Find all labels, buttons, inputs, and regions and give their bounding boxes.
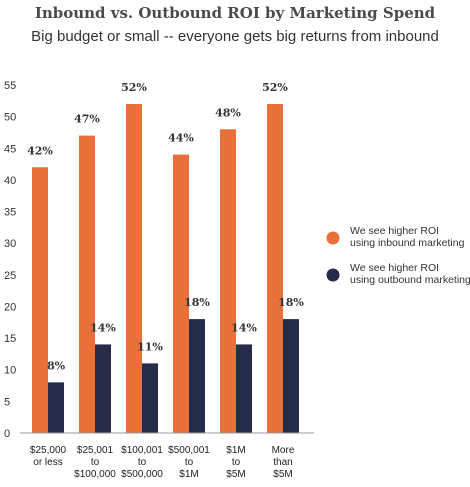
x-category-label: $25,001 to $100,000 [74, 445, 116, 480]
chart-subtitle: Big budget or small -- everyone gets big… [31, 28, 439, 45]
data-label: 52% [262, 81, 288, 94]
x-category-label: More than $5M [272, 445, 295, 480]
y-tick-label: 0 [4, 428, 10, 440]
y-tick-label: 30 [4, 238, 16, 250]
y-tick-label: 5 [4, 396, 10, 408]
data-label: 48% [215, 106, 241, 119]
inbound-bar [267, 103, 283, 434]
legend-label: We see higher ROI using inbound marketing [350, 225, 465, 249]
data-label: 18% [184, 296, 210, 309]
inbound-bar [220, 129, 236, 434]
data-labels-group: 42% 8% 47% 14% 52% 11% 44% 18% 48% 14% 52% 18% [27, 81, 304, 372]
y-axis: 0 5 10 15 20 25 30 35 40 45 50 55 [4, 80, 16, 440]
bars-group [32, 103, 299, 434]
x-category-label: $100,001 to $500,000 [121, 445, 163, 480]
x-category-label: $500,001 to $1M [168, 445, 210, 480]
outbound-bar [283, 319, 299, 433]
data-label: 44% [168, 132, 194, 145]
inbound-bar [32, 167, 48, 433]
inbound-bar [126, 103, 142, 434]
inbound-bar [173, 154, 189, 433]
legend-outbound-swatch [326, 268, 340, 282]
legend: We see higher ROI using inbound marketing… [326, 225, 470, 286]
y-tick-label: 45 [4, 143, 16, 155]
outbound-bar [95, 344, 111, 433]
outbound-bar [236, 344, 252, 433]
outbound-bar [48, 382, 64, 433]
data-label: 14% [90, 321, 116, 334]
y-tick-label: 40 [4, 175, 16, 187]
x-category-label: $25,000 or less [30, 445, 67, 468]
data-label: 18% [278, 296, 304, 309]
data-label: 47% [74, 113, 100, 126]
legend-inbound-swatch [326, 231, 340, 245]
data-label: 14% [231, 321, 257, 334]
data-label: 42% [27, 144, 53, 157]
legend-label: We see higher ROI using outbound marketin… [350, 262, 470, 286]
data-label: 52% [121, 81, 147, 94]
x-axis: $25,000 or less $25,001 to $100,000$100,001 t… [20, 432, 314, 480]
outbound-bar [189, 319, 205, 433]
data-label: 8% [47, 359, 66, 372]
chart-title: Inbound vs. Outbound ROI by Marketing Sp… [34, 4, 436, 22]
y-tick-label: 10 [4, 365, 16, 377]
inbound-bar [79, 135, 95, 434]
y-tick-label: 35 [4, 207, 16, 219]
y-tick-label: 55 [4, 80, 16, 92]
outbound-bar [142, 363, 158, 433]
y-tick-label: 50 [4, 112, 16, 124]
x-category-label: $1M to $5M [226, 445, 245, 480]
y-tick-label: 25 [4, 270, 16, 282]
y-tick-label: 20 [4, 301, 16, 313]
y-tick-label: 15 [4, 333, 16, 345]
data-label: 11% [137, 340, 163, 353]
